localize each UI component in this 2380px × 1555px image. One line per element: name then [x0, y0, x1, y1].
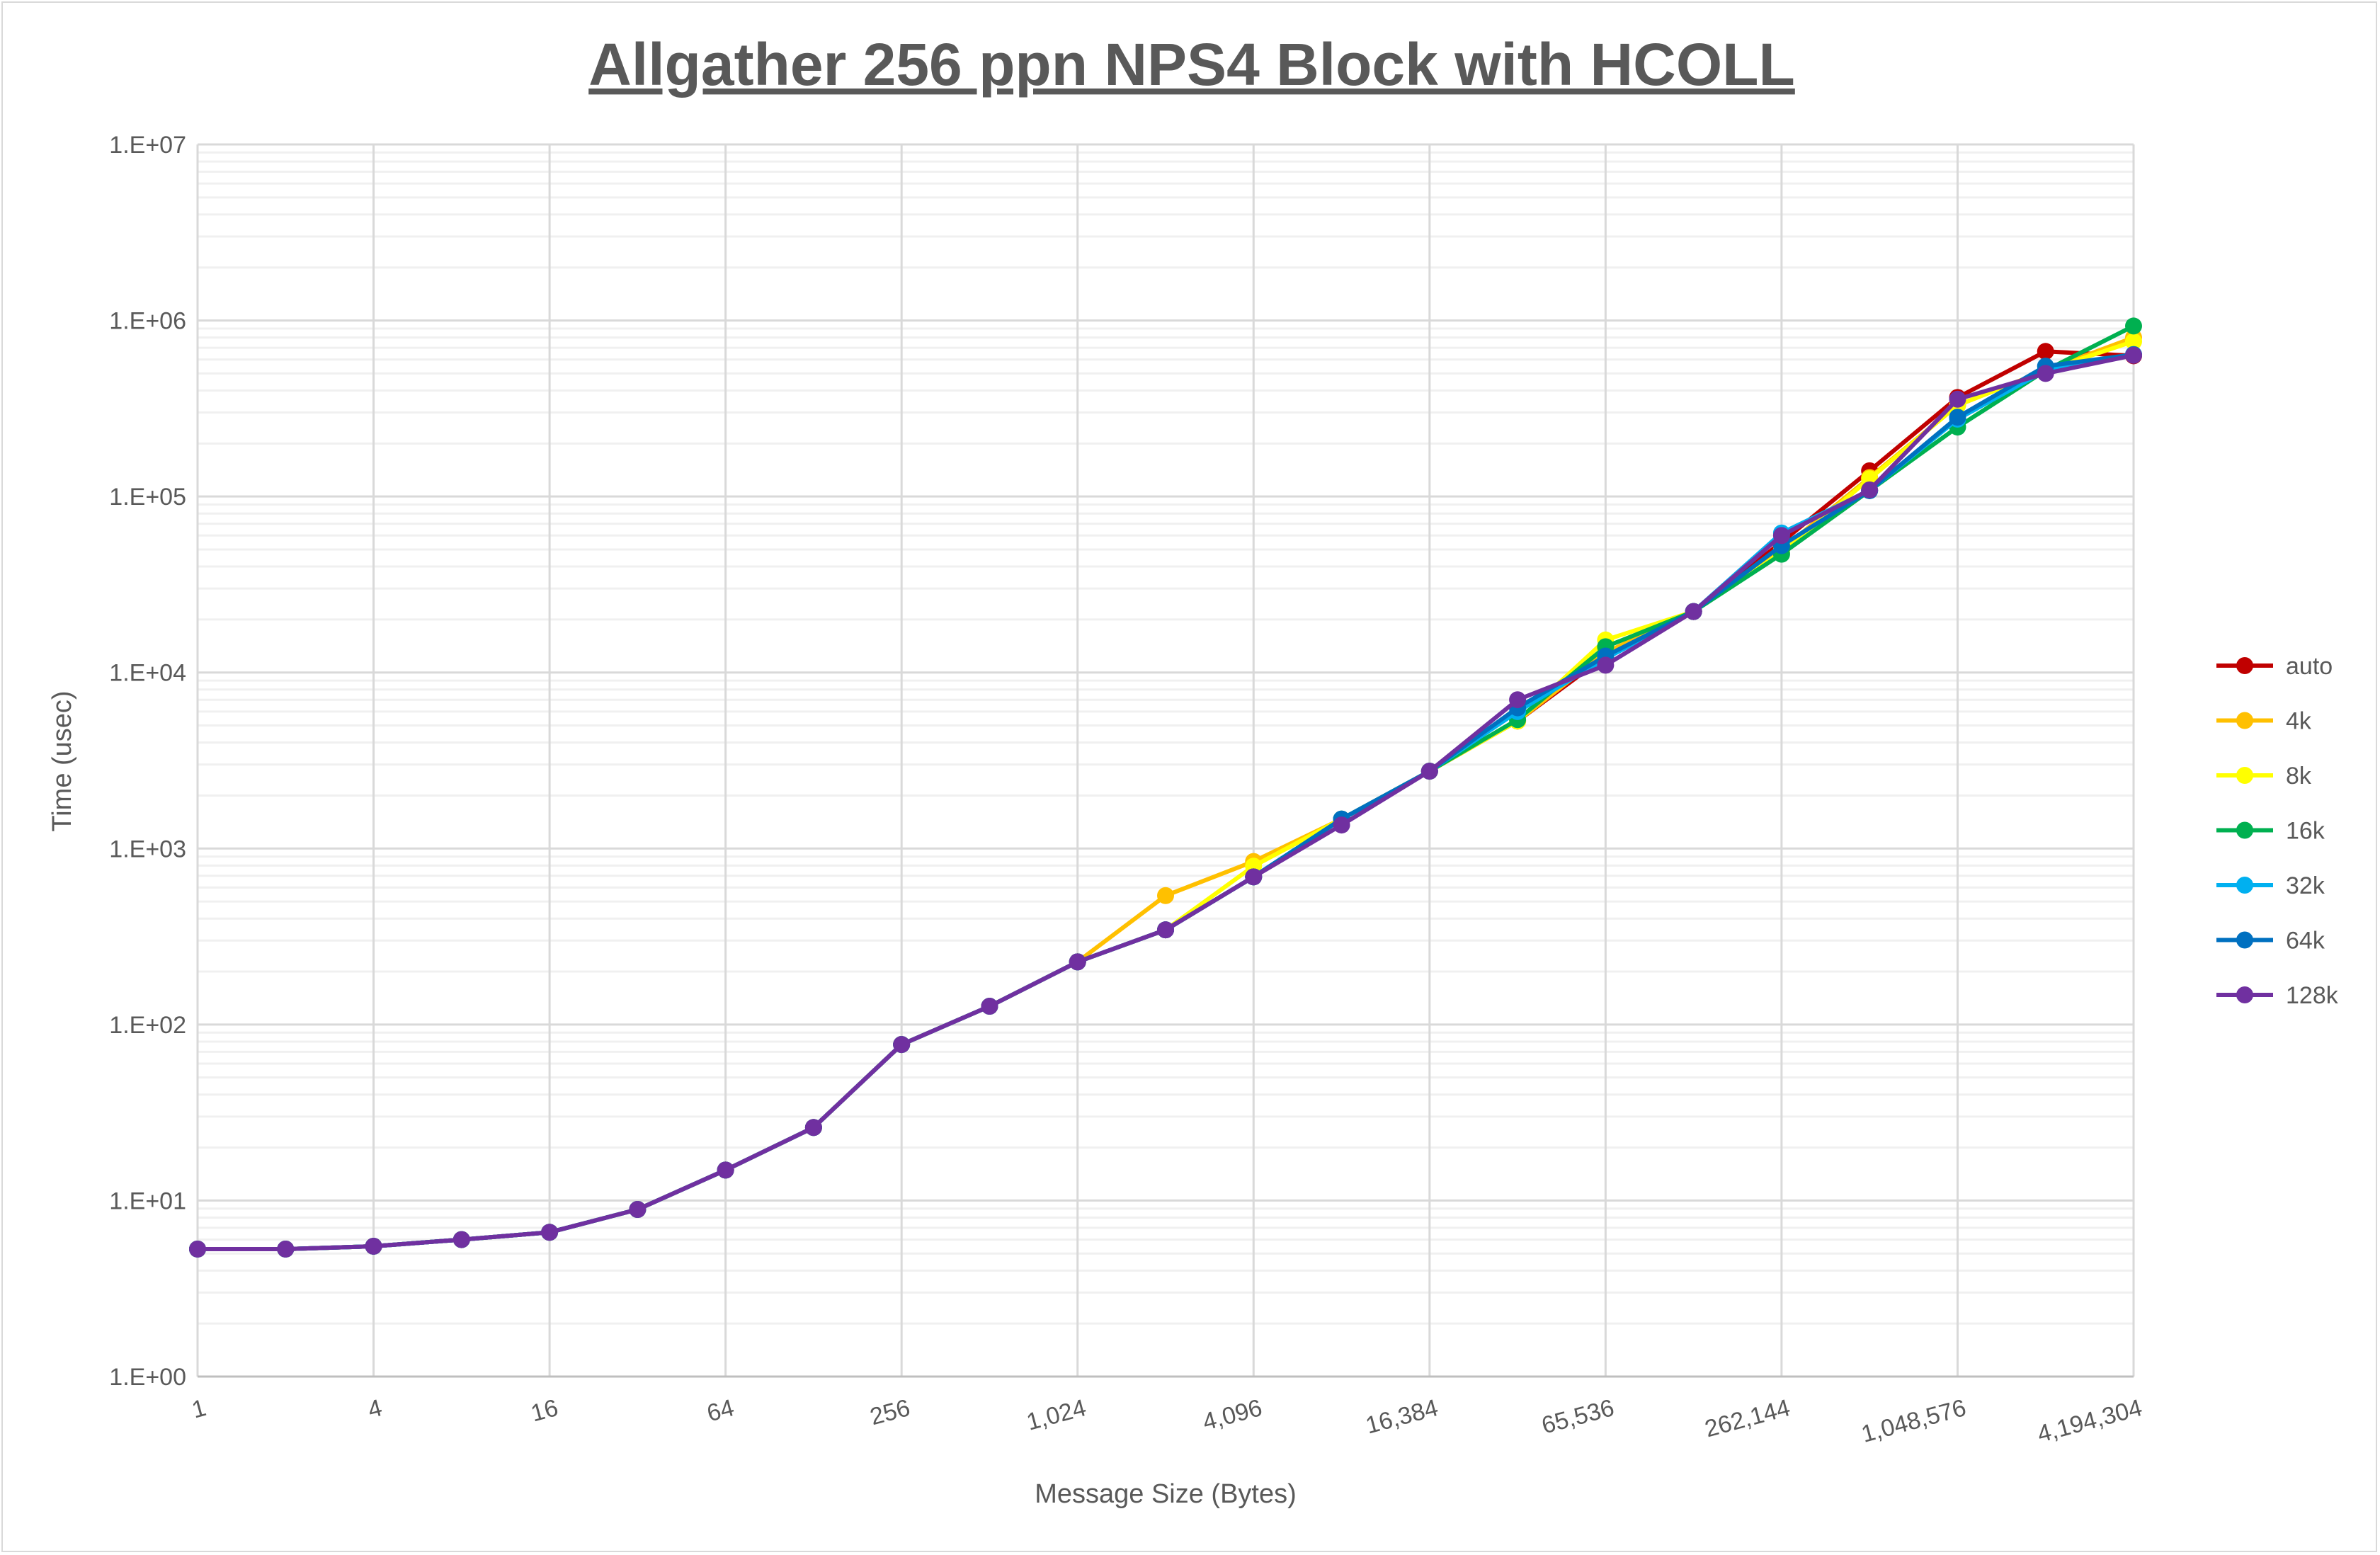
- data-point: [1245, 868, 1263, 886]
- legend: auto 4k 8k 16k 32k 64k 128k: [2216, 653, 2339, 1009]
- legend-marker: [2236, 821, 2253, 839]
- y-tick-label: 1.E+01: [109, 1187, 186, 1214]
- y-tick-label: 1.E+05: [109, 484, 186, 511]
- legend-item-128k: 128k: [2216, 982, 2339, 1009]
- data-point: [1772, 527, 1790, 545]
- legend-label: 8k: [2286, 763, 2312, 790]
- x-axis-title: Message Size (Bytes): [1035, 1479, 1297, 1509]
- data-point: [365, 1237, 382, 1255]
- data-point: [1509, 691, 1527, 709]
- legend-label: auto: [2286, 653, 2333, 680]
- x-tick-label: 16: [528, 1394, 561, 1427]
- legend-item-16k: 16k: [2216, 818, 2325, 845]
- data-point: [541, 1224, 559, 1241]
- data-point: [1333, 816, 1350, 834]
- legend-label: 16k: [2286, 818, 2325, 845]
- gridlines: [196, 143, 2135, 1378]
- data-point: [629, 1201, 647, 1219]
- series-line: [198, 335, 2135, 1251]
- data-point: [1949, 409, 1966, 426]
- x-tick-label: 4: [365, 1394, 385, 1424]
- y-tick-label: 1.E+03: [109, 836, 186, 862]
- data-point: [452, 1231, 470, 1248]
- legend-marker: [2236, 712, 2253, 729]
- legend-item-8k: 8k: [2216, 763, 2312, 790]
- data-point: [2037, 365, 2054, 382]
- data-point: [717, 1161, 734, 1179]
- legend-label: 128k: [2286, 982, 2339, 1009]
- series-line: [198, 352, 2134, 1251]
- x-tick-label: 1,048,576: [1859, 1394, 1969, 1448]
- data-point: [893, 1036, 911, 1054]
- x-tick-label: 4,194,304: [2034, 1394, 2145, 1448]
- data-point: [1420, 763, 1438, 780]
- y-tick-label: 1.E+00: [109, 1364, 186, 1391]
- series-4k: [189, 329, 2142, 1258]
- series-line: [198, 352, 2134, 1251]
- series-line: [198, 349, 2134, 1251]
- chart-title: Allgather 256 ppn NPS4 Block with HCOLL: [588, 31, 1795, 98]
- legend-item-32k: 32k: [2216, 872, 2325, 899]
- data-point: [2125, 346, 2142, 364]
- x-tick-label: 64: [704, 1394, 736, 1427]
- data-point: [2037, 343, 2054, 360]
- series-line: [198, 324, 2135, 1251]
- legend-label: 32k: [2286, 872, 2325, 899]
- x-tick-label: 1,024: [1024, 1394, 1089, 1436]
- legend-item-auto: auto: [2216, 653, 2333, 680]
- legend-marker: [2236, 657, 2253, 674]
- data-point: [277, 1240, 295, 1258]
- series-32k: [189, 346, 2142, 1258]
- x-tick-label: 256: [867, 1394, 913, 1430]
- legend-marker: [2236, 986, 2253, 1003]
- data-point: [1157, 921, 1174, 939]
- data-point: [1949, 390, 1966, 408]
- y-tick-label: 1.E+04: [109, 660, 186, 687]
- x-tick-label: 65,536: [1539, 1394, 1617, 1440]
- legend-marker: [2236, 931, 2253, 949]
- data-point: [1069, 953, 1086, 971]
- x-tick-label: 16,384: [1363, 1394, 1441, 1440]
- x-tick-label: 1: [189, 1394, 209, 1424]
- series-group: [189, 317, 2142, 1258]
- data-point: [2125, 317, 2142, 335]
- data-point: [189, 1240, 206, 1258]
- data-point: [1861, 481, 1879, 499]
- series-64k: [189, 346, 2142, 1258]
- data-point: [1597, 656, 1615, 674]
- legend-item-64k: 64k: [2216, 928, 2325, 955]
- legend-item-4k: 4k: [2216, 708, 2312, 735]
- y-tick-label: 1.E+02: [109, 1012, 186, 1039]
- x-tick-label: 4,096: [1200, 1394, 1265, 1436]
- x-tick-label: 262,144: [1702, 1394, 1793, 1443]
- legend-marker: [2236, 877, 2253, 894]
- y-tick-label: 1.E+06: [109, 308, 186, 335]
- data-point: [1685, 603, 1702, 620]
- legend-label: 4k: [2286, 708, 2312, 735]
- legend-label: 64k: [2286, 928, 2325, 955]
- data-point: [1157, 887, 1174, 904]
- series-128k: [189, 346, 2142, 1258]
- data-point: [2125, 333, 2142, 351]
- series-line: [198, 353, 2134, 1251]
- legend-marker: [2236, 767, 2253, 784]
- y-axis-title: Time (usec): [47, 690, 77, 831]
- y-tick-label: 1.E+07: [109, 132, 186, 159]
- data-point: [981, 998, 998, 1015]
- series-auto: [189, 343, 2142, 1258]
- data-point: [804, 1119, 822, 1137]
